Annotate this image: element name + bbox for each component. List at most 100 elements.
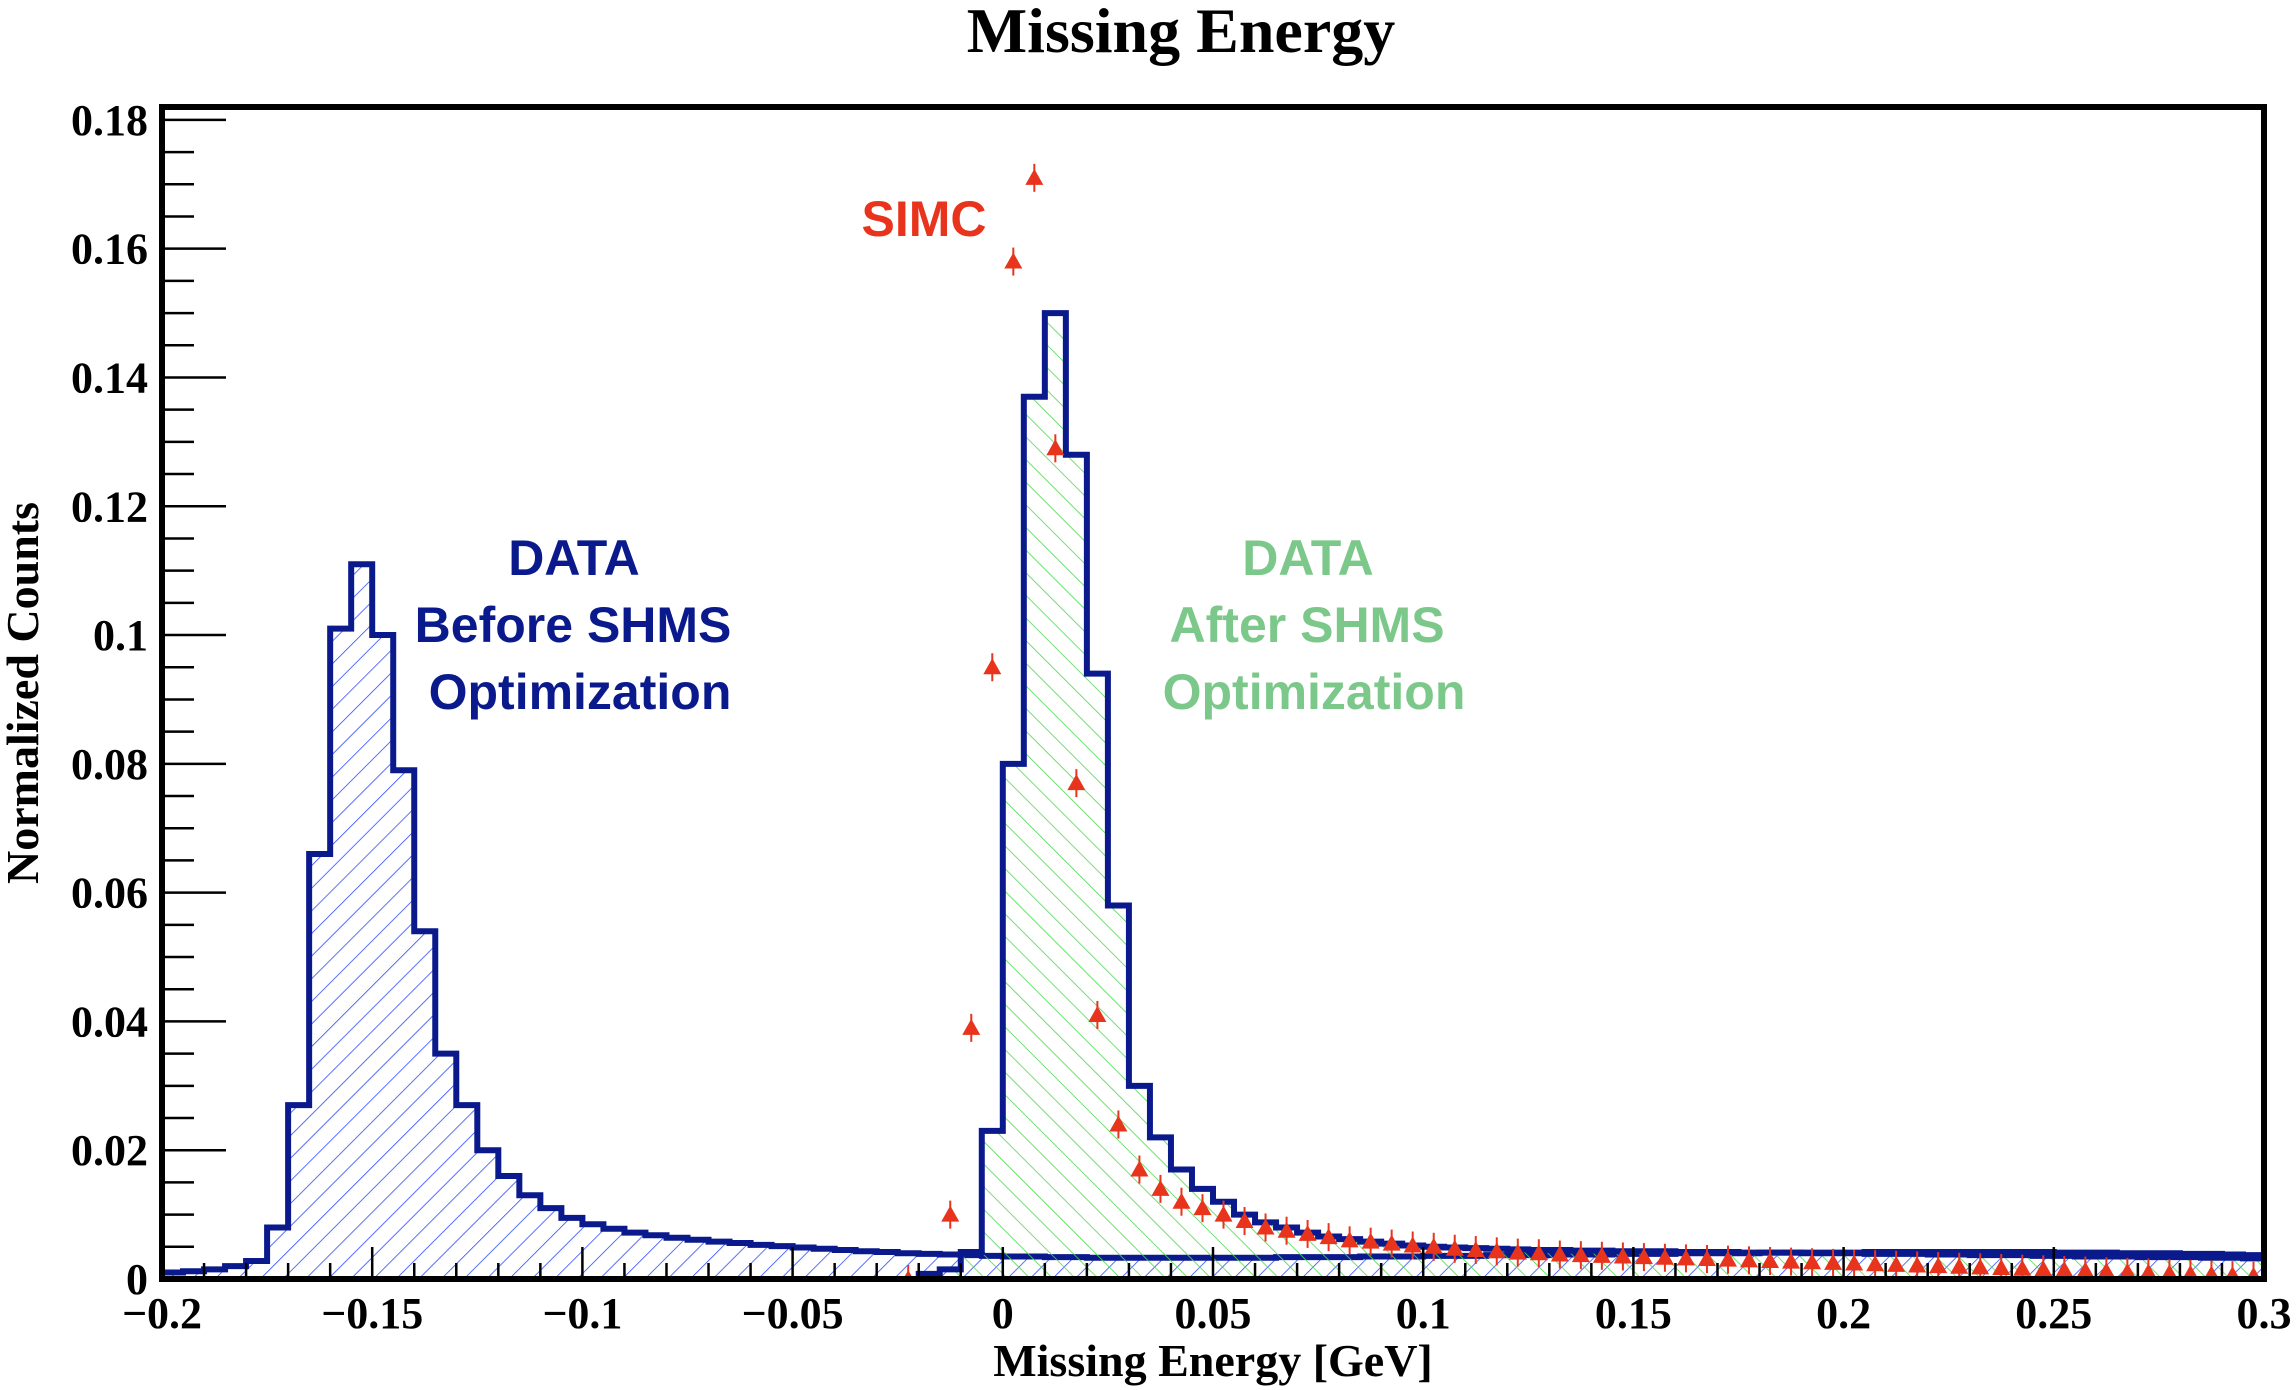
simc-markers [903, 163, 2261, 1279]
simc-point [1824, 1253, 1843, 1270]
simc-point [1256, 1218, 1275, 1235]
x-axis-label: Missing Energy [GeV] [993, 1335, 1433, 1386]
simc-point [2097, 1262, 2116, 1279]
x-tick-label: 0.3 [2237, 1289, 2292, 1338]
x-tick-label: −0.05 [742, 1289, 844, 1338]
simc-point [1067, 774, 1086, 791]
x-axis-ticks: −0.2 −0.15 −0.1 −0.05 0 0.05 0.1 0.15 0.2 0.25 0.3 [122, 1247, 2292, 1338]
annotation-before: DATA Before SHMS Optimization [415, 530, 746, 720]
before-bin-path-bin [835, 1250, 856, 1279]
y-tick-label: 0.06 [71, 869, 148, 918]
simc-point [1613, 1247, 1632, 1264]
simc-point [1887, 1255, 1906, 1272]
after-bin-path-bin [1108, 906, 1129, 1279]
before-bin-path-bin [519, 1195, 540, 1279]
simc-point [1466, 1241, 1485, 1258]
annotation-simc: SIMC [862, 191, 987, 247]
before-bin-path-bin [477, 1150, 498, 1279]
x-tick-label: 0.2 [1816, 1289, 1871, 1338]
after-bin-path-bin [961, 1252, 982, 1279]
annotation-before-line-3: Optimization [429, 664, 732, 720]
before-bin-path-bin [561, 1218, 582, 1279]
simc-point [1866, 1255, 1885, 1272]
before-bin-path-bin [751, 1245, 772, 1279]
simc-point [1235, 1212, 1254, 1229]
annotation-after-line-2: After SHMS [1170, 597, 1445, 653]
simc-point [1151, 1179, 1170, 1196]
before-bin-path-bin [814, 1249, 835, 1279]
before-bin-path-bin [372, 635, 393, 1279]
simc-point [2139, 1263, 2158, 1279]
after-bin-path-bin [1024, 397, 1045, 1279]
simc-point [962, 1018, 981, 1035]
simc-point [1424, 1237, 1443, 1254]
x-tick-label: 0.05 [1175, 1289, 1252, 1338]
simc-point [1845, 1254, 1864, 1271]
after-bin-path-bin [1150, 1137, 1171, 1279]
before-bin-path-bin [456, 1105, 477, 1279]
x-tick-label: −0.15 [321, 1289, 423, 1338]
simc-point [1950, 1257, 1969, 1274]
simc-point [1529, 1244, 1548, 1261]
simc-point [1782, 1252, 1801, 1269]
simc-point [1992, 1259, 2011, 1276]
x-tick-label: 0 [992, 1289, 1014, 1338]
y-tick-label: 0.08 [71, 740, 148, 789]
x-tick-label: −0.2 [122, 1289, 202, 1338]
y-tick-label: 0.02 [71, 1126, 148, 1175]
simc-point [1214, 1205, 1233, 1222]
before-bin-path-bin [688, 1240, 709, 1279]
before-bin-path-bin [709, 1242, 730, 1279]
simc-point [1088, 1005, 1107, 1022]
simc-point [1908, 1256, 1927, 1273]
before-bin-path-bin [414, 931, 435, 1279]
before-bin-path-bin [856, 1251, 877, 1279]
simc-point [1004, 252, 1023, 269]
simc-point [1718, 1250, 1737, 1267]
y-tick-label: 0.12 [71, 482, 148, 531]
simc-point [941, 1205, 960, 1222]
before-bin-path-bin [730, 1243, 751, 1279]
before-bin-path-bin [645, 1235, 666, 1279]
simc-point [2203, 1265, 2220, 1279]
before-bin-path-bin [351, 564, 372, 1279]
annotations: DATA Before SHMS Optimization DATA After… [415, 191, 1466, 720]
simc-point [1508, 1243, 1527, 1260]
simc-point [2034, 1260, 2053, 1277]
simc-point [1193, 1199, 1212, 1216]
before-bin-path-bin [309, 854, 330, 1279]
after-bin-path-bin [1087, 674, 1108, 1279]
before-bin-path-bin [540, 1208, 561, 1279]
simc-point [1130, 1160, 1149, 1177]
y-tick-label: 0 [126, 1255, 148, 1304]
simc-point [2076, 1261, 2095, 1278]
x-tick-label: 0.1 [1396, 1289, 1451, 1338]
after-bin-path-fill [918, 313, 2264, 1279]
y-axis-label: Normalized Counts [0, 502, 48, 884]
simc-point [983, 658, 1002, 675]
before-bin-path-bin [624, 1233, 645, 1279]
simc-point [1655, 1248, 1674, 1265]
y-tick-label: 0.16 [71, 225, 148, 274]
simc-point [1676, 1249, 1695, 1266]
simc-point [1046, 439, 1065, 456]
simc-point [1971, 1258, 1990, 1275]
before-bin-path-bin [582, 1224, 603, 1279]
after-bin-path-bin [1003, 764, 1024, 1279]
before-bin-path-bin [267, 1227, 288, 1279]
simc-point [1361, 1232, 1380, 1249]
before-bin-path-bin [330, 629, 351, 1279]
simc-point [1550, 1245, 1569, 1262]
before-bin-path-bin [666, 1238, 687, 1279]
simc-point [1298, 1224, 1317, 1241]
x-tick-label: −0.1 [542, 1289, 622, 1338]
annotation-before-line-2: Before SHMS [415, 597, 732, 653]
simc-point [1634, 1248, 1653, 1265]
after-bin-path-bin [1171, 1170, 1192, 1279]
simc-point [2225, 1266, 2240, 1279]
simc-point [1109, 1115, 1128, 1132]
before-bin-path-bin [772, 1246, 793, 1279]
before-bin-path-bin [877, 1252, 898, 1279]
simc-point [2182, 1264, 2199, 1279]
